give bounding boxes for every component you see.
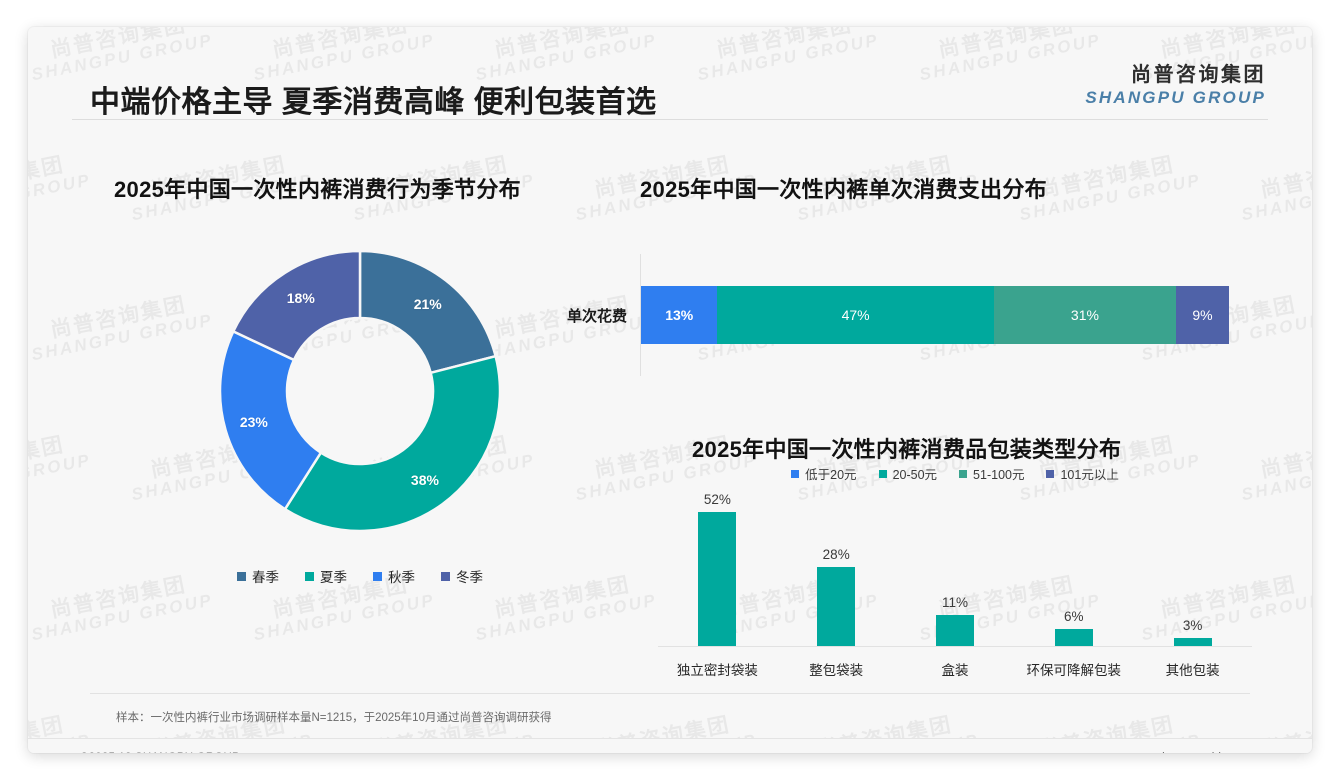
donut-slice[interactable] (231, 249, 362, 362)
column-bar-item[interactable]: 6% (1020, 492, 1128, 646)
column-bar-item[interactable]: 28% (782, 492, 890, 646)
stacked-bar-legend-item[interactable]: 101元以上 (1046, 464, 1119, 483)
column-value-label: 3% (1182, 617, 1203, 633)
page-title: 中端价格主导 夏季消费高峰 便利包装首选 (90, 86, 657, 119)
column-chart-panel: 2025年中国一次性内裤消费品包装类型分布 52% 28% 11% 6% 3% 独立密封… (640, 432, 1270, 712)
donut-slice[interactable] (283, 354, 502, 533)
column-bars-container: 52% 28% 11% 6% 3% (658, 492, 1252, 647)
column-bar[interactable] (698, 512, 737, 646)
legend-label: 春季 (252, 570, 279, 585)
legend-label: 51-100元 (973, 468, 1025, 482)
legend-label: 101元以上 (1060, 468, 1119, 482)
brand-logo: 尚普咨询集团 SHANGPU GROUP (1085, 64, 1266, 108)
column-value-label: 52% (703, 492, 731, 507)
legend-label: 20-50元 (892, 468, 938, 482)
slide-footer: ©2025.12 SHANGPU GROUP www.shangpu-china… (28, 739, 1312, 753)
column-category-label: 其他包装 (1165, 663, 1220, 678)
legend-label: 冬季 (456, 570, 483, 585)
header-divider (72, 119, 1268, 120)
logo-chinese-text: 尚普咨询集团 (1131, 64, 1266, 86)
footnote-divider (90, 693, 1250, 694)
donut-legend-item[interactable]: 秋季 (373, 566, 415, 586)
donut-legend: 春季 夏季 秋季 冬季 (90, 566, 630, 586)
donut-slice-label: 38% (410, 472, 439, 489)
donut-legend-item[interactable]: 冬季 (441, 566, 483, 586)
stacked-bar-legend-item[interactable]: 51-100元 (959, 464, 1024, 483)
column-bar[interactable] (935, 614, 974, 646)
slide-header: 中端价格主导 夏季消费高峰 便利包装首选 尚普咨询集团 SHANGPU GROU… (28, 27, 1312, 119)
donut-slice[interactable] (218, 329, 323, 511)
donut-slice[interactable] (358, 249, 498, 375)
column-value-label: 11% (941, 594, 968, 610)
legend-swatch-icon (373, 571, 382, 581)
stacked-bar-plot: 单次花费 13% 47% 31% 9% (567, 254, 1270, 414)
stacked-bar-segment[interactable]: 9% (1176, 286, 1229, 344)
stacked-bar-title: 2025年中国一次性内裤单次消费支出分布 (640, 177, 1047, 202)
column-bar[interactable] (1173, 637, 1212, 646)
stacked-bar-legend: 低于20元 20-50元 51-100元 101元以上 (640, 464, 1270, 483)
column-value-label: 28% (822, 546, 850, 562)
copyright-text: ©2025.12 SHANGPU GROUP (80, 752, 240, 753)
legend-swatch-icon (791, 469, 800, 478)
legend-swatch-icon (1046, 469, 1055, 478)
legend-swatch-icon (237, 571, 246, 581)
stacked-bar-legend-item[interactable]: 低于20元 (791, 464, 857, 483)
donut-slice-label: 23% (239, 413, 268, 430)
stacked-bar-category-label: 单次花费 (566, 307, 627, 325)
donut-chart: 21% 38% 23% 18% (215, 246, 505, 536)
column-bar-item[interactable]: 3% (1139, 492, 1247, 646)
donut-legend-item[interactable]: 夏季 (305, 566, 347, 586)
column-chart-title: 2025年中国一次性内裤消费品包装类型分布 (692, 437, 1122, 462)
column-bar-item[interactable]: 52% (663, 492, 771, 646)
column-bar[interactable] (817, 566, 856, 646)
logo-english-text: SHANGPU GROUP (1085, 88, 1266, 107)
donut-chart-title: 2025年中国一次性内裤消费行为季节分布 (114, 177, 521, 202)
column-bar[interactable] (1054, 628, 1093, 646)
legend-swatch-icon (441, 571, 450, 581)
donut-svg (218, 249, 502, 533)
stacked-bar-track: 13% 47% 31% 9% (641, 286, 1229, 344)
stacked-bar-legend-item[interactable]: 20-50元 (878, 464, 938, 483)
donut-slice-label: 21% (413, 295, 442, 312)
legend-label: 秋季 (388, 570, 415, 585)
stacked-bar-segment[interactable]: 13% (641, 286, 718, 344)
column-category-label: 盒装 (941, 663, 969, 678)
slide-card: 尚普咨询集团 SHANGPU GROUP 尚普咨询集团 SHANGPU GROUP 尚普… (28, 27, 1312, 753)
stacked-bar-segment[interactable]: 31% (993, 286, 1177, 344)
stacked-bar-panel: 2025年中国一次性内裤单次消费支出分布 单次花费 13% 47% 31% 9% 低于… (567, 172, 1270, 482)
column-bar-item[interactable]: 11% (901, 492, 1009, 646)
column-value-label: 6% (1064, 608, 1084, 624)
donut-chart-panel: 2025年中国一次性内裤消费行为季节分布 21% 38% 23% 18% 春季 夏季 秋季… (90, 172, 630, 672)
column-category-label: 环保可降解包装 (1026, 663, 1122, 678)
legend-swatch-icon (305, 571, 314, 581)
stacked-bar-segment[interactable]: 47% (717, 286, 994, 344)
column-category-axis: 独立密封袋装 整包袋装 盒装 环保可降解包装 其他包装 (658, 659, 1252, 679)
website-link[interactable]: www.shangpu-china.com (1128, 752, 1260, 753)
column-category-label: 整包袋装 (809, 663, 864, 678)
legend-label: 夏季 (320, 570, 347, 585)
donut-slice-label: 18% (286, 289, 315, 306)
column-category-label: 独立密封袋装 (676, 663, 758, 678)
legend-swatch-icon (878, 469, 887, 478)
source-footnote: 样本：一次性内裤行业市场调研样本量N=1215，于2025年10月通过尚普咨询调… (116, 712, 552, 724)
legend-label: 低于20元 (805, 468, 857, 482)
donut-legend-item[interactable]: 春季 (237, 566, 279, 586)
footer-divider (28, 738, 1312, 739)
stacked-bar-row: 单次花费 13% 47% 31% 9% (567, 286, 1270, 344)
column-chart-plot: 52% 28% 11% 6% 3% 独立密封袋装 整包袋装 盒装 环保可降解包装 其他包装 (640, 492, 1270, 679)
legend-swatch-icon (959, 469, 968, 478)
stacked-bar-axis-line (640, 254, 641, 376)
